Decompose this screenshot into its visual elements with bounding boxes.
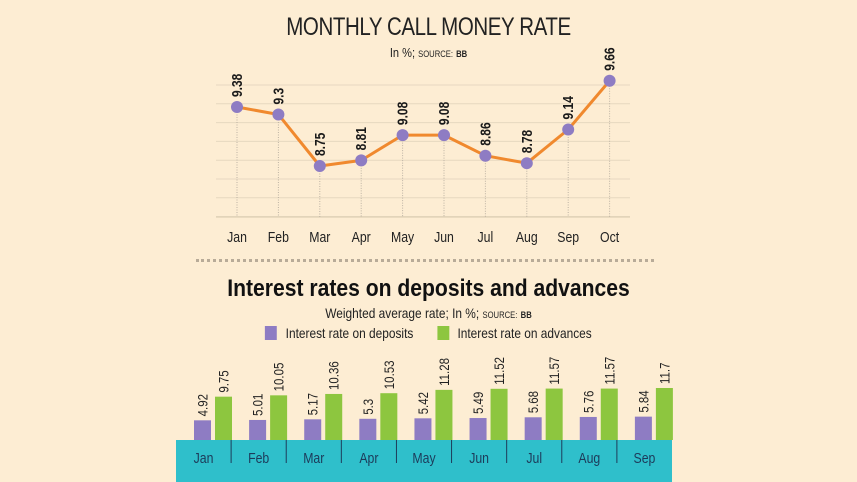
legend-label: Interest rate on advances: [457, 325, 592, 341]
data-label: 8.75: [312, 132, 329, 156]
data-label: 9.14: [560, 96, 577, 120]
advances-bar: [380, 393, 398, 440]
line-chart: 9.38 Jan 9.3 Feb 8.75 Mar 8.81 Apr 9.08 May 9.08 Ju…: [216, 47, 630, 245]
deposits-bar: [579, 416, 597, 440]
advances-bar: [325, 393, 343, 440]
x-tick-label: Apr: [359, 450, 379, 466]
call-money-rate-line: [236, 79, 611, 168]
advances-bar: [215, 396, 232, 440]
deposits-bar: [304, 419, 322, 440]
data-point-marker: [272, 108, 285, 121]
deposits-value-label: 5.84: [635, 390, 651, 412]
x-tick-label: Oct: [600, 229, 619, 245]
x-tick-label: Jan: [194, 450, 214, 466]
x-tick-label: Feb: [248, 450, 270, 466]
x-tick-label: Jul: [526, 450, 542, 466]
advances-bar: [270, 395, 288, 440]
deposits-value-label: 5.01: [249, 394, 265, 416]
data-label: 9.66: [601, 47, 618, 71]
data-label: 8.78: [519, 129, 536, 153]
deposits-bar: [524, 417, 542, 440]
source-label: SOURCE:: [418, 49, 453, 59]
x-tick-label: May: [391, 229, 414, 245]
deposits-bar: [194, 420, 211, 440]
data-point-marker: [396, 129, 409, 142]
x-tick-label: May: [412, 450, 435, 466]
data-point-marker: [438, 129, 450, 142]
advances-bar: [490, 388, 508, 440]
advances-value-label: 9.75: [215, 370, 231, 392]
subtitle-unit: Weighted average rate; In %;: [325, 305, 480, 321]
deposits-value-label: 5.42: [415, 392, 431, 414]
data-point-marker: [520, 157, 533, 170]
advances-value-label: 11.7: [656, 363, 672, 384]
advances-value-label: 11.57: [601, 357, 617, 385]
advances-swatch-icon: [437, 326, 449, 340]
x-axis-band: [176, 440, 672, 482]
data-label: 9.08: [436, 101, 453, 125]
data-point-marker: [603, 74, 616, 87]
line-chart-subtitle: In %; SOURCE: BB: [64, 45, 792, 60]
bar-chart-subtitle: Weighted average rate; In %; SOURCE: BB: [64, 305, 792, 321]
deposits-value-label: 5.76: [580, 391, 596, 413]
x-tick-label: Aug: [516, 229, 538, 245]
x-tick-label: Feb: [268, 229, 290, 245]
x-tick-label: Apr: [352, 229, 372, 245]
source-value: BB: [520, 310, 532, 320]
legend-label: Interest rate on deposits: [285, 325, 414, 341]
deposits-bar: [359, 418, 377, 440]
advances-value-label: 10.05: [270, 363, 286, 392]
data-label: 9.08: [394, 101, 411, 125]
x-tick-label: Sep: [557, 229, 579, 245]
subtitle-unit: In %;: [389, 45, 416, 60]
deposits-value-label: 5.68: [525, 391, 541, 413]
data-point-marker: [313, 160, 326, 172]
source-label: SOURCE:: [482, 310, 518, 320]
advances-value-label: 10.53: [381, 360, 397, 389]
advances-bar: [600, 388, 618, 440]
x-tick-label: Jun: [469, 450, 489, 466]
data-label: 9.3: [270, 87, 287, 104]
deposits-swatch-icon: [265, 326, 278, 340]
bar-chart-title: Interest rates on deposits and advances: [227, 275, 630, 302]
data-point-marker: [355, 154, 368, 167]
data-label: 9.38: [229, 73, 246, 97]
bar-chart-legend: Interest rate on deposits Interest rate …: [64, 325, 792, 341]
bar-chart: 4.92 9.75 Jan 5.01 10.05 Feb 5.17 10.36 Mar 5.3 10…: [176, 357, 673, 482]
deposits-value-label: 4.92: [194, 394, 210, 416]
deposits-value-label: 5.3: [360, 399, 376, 415]
advances-value-label: 11.57: [546, 357, 562, 385]
deposits-bar: [469, 418, 487, 440]
deposits-value-label: 5.49: [470, 392, 486, 414]
x-tick-label: Jun: [434, 229, 454, 245]
advances-value-label: 11.28: [436, 358, 452, 386]
legend-item-advances: Interest rate on advances: [437, 325, 592, 341]
deposits-value-label: 5.17: [305, 393, 321, 415]
advances-bar: [545, 388, 563, 440]
advances-bar: [435, 389, 453, 440]
x-tick-label: Sep: [634, 450, 656, 466]
data-label: 8.81: [353, 127, 370, 151]
advances-value-label: 10.36: [326, 361, 342, 390]
data-label: 8.86: [477, 122, 494, 146]
advances-value-label: 11.52: [491, 357, 507, 385]
deposits-bar: [414, 418, 432, 440]
data-point-marker: [479, 149, 492, 162]
data-point-marker: [231, 101, 243, 113]
line-chart-title: MONTHLY CALL MONEY RATE: [286, 13, 571, 41]
x-tick-label: Mar: [303, 450, 325, 466]
x-tick-label: Jan: [227, 229, 247, 245]
x-tick-label: Aug: [578, 450, 600, 466]
source-value: BB: [456, 49, 468, 59]
legend-item-deposits: Interest rate on deposits: [265, 325, 413, 341]
data-point-marker: [562, 123, 575, 136]
x-tick-label: Jul: [478, 229, 494, 245]
x-tick-label: Mar: [309, 229, 331, 245]
advances-bar: [655, 388, 673, 440]
deposits-bar: [634, 416, 652, 440]
deposits-bar: [249, 419, 267, 440]
section-divider: [196, 259, 654, 262]
